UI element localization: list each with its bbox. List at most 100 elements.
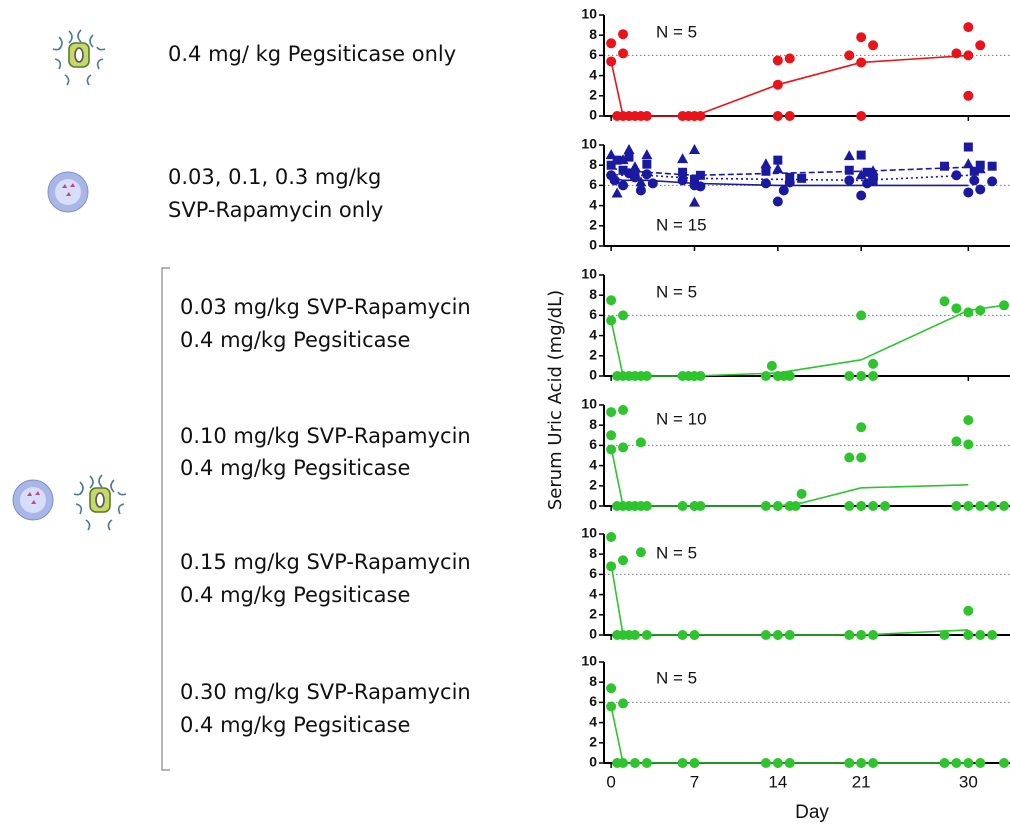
point xyxy=(987,501,998,511)
point xyxy=(618,698,629,709)
y-tick-label: 10 xyxy=(581,653,597,669)
point xyxy=(641,111,652,121)
y-tick-label: 4 xyxy=(589,66,597,82)
point xyxy=(844,50,855,61)
mean-line xyxy=(610,54,969,117)
x-tick-label: 0 xyxy=(606,772,615,791)
group-label: 0.30 mg/kg SVP-Rapamycin xyxy=(180,680,471,704)
mean-line xyxy=(610,706,969,764)
point xyxy=(784,758,795,768)
group-label: 0.10 mg/kg SVP-Rapamycin xyxy=(180,424,471,448)
y-tick-label: 0 xyxy=(589,497,597,513)
point xyxy=(760,630,771,640)
point xyxy=(641,149,653,160)
point xyxy=(790,501,801,511)
x-tick-label: 21 xyxy=(852,772,871,791)
point xyxy=(784,111,795,121)
point xyxy=(606,444,617,455)
point xyxy=(618,48,629,59)
point xyxy=(797,173,807,183)
point xyxy=(635,185,646,196)
point xyxy=(987,176,998,187)
point xyxy=(856,310,867,321)
point xyxy=(844,165,854,175)
y-tick-label: 6 xyxy=(589,176,597,192)
point xyxy=(844,758,855,768)
point xyxy=(641,630,652,640)
y-tick-label: 6 xyxy=(589,46,597,62)
point xyxy=(761,166,771,176)
pegsiticase-icon xyxy=(73,474,127,531)
y-tick-label: 8 xyxy=(589,545,597,561)
point xyxy=(772,630,783,640)
mean-line xyxy=(610,564,969,636)
point xyxy=(695,170,705,180)
x-tick-label: 30 xyxy=(959,772,978,791)
svp-icon xyxy=(12,479,54,521)
panel: 0 2 4 6 8 10 N = 5 xyxy=(581,525,1010,642)
point xyxy=(963,22,974,33)
point xyxy=(635,547,646,558)
point xyxy=(855,169,867,180)
y-tick-label: 6 xyxy=(589,306,597,322)
point xyxy=(606,561,617,572)
point xyxy=(999,758,1010,768)
y-tick-label: 4 xyxy=(589,196,597,212)
point xyxy=(677,501,688,511)
point xyxy=(974,163,986,174)
y-tick-label: 8 xyxy=(589,416,597,432)
y-tick-label: 6 xyxy=(589,693,597,709)
point xyxy=(843,150,855,161)
point xyxy=(856,371,867,381)
group-label: 0.4 mg/kg Pegsiticase xyxy=(180,456,410,480)
point xyxy=(695,371,706,381)
y-tick-label: 2 xyxy=(589,606,597,622)
y-tick-label: 4 xyxy=(589,585,597,601)
point xyxy=(605,149,617,160)
point xyxy=(772,196,783,207)
point xyxy=(963,501,974,511)
point xyxy=(868,176,878,186)
point xyxy=(856,111,867,121)
panel: 0 2 4 6 8 10 N = 5 xyxy=(581,266,1010,383)
y-tick-label: 8 xyxy=(589,286,597,302)
group-label: 0.4 mg/kg Pegsiticase xyxy=(180,713,410,737)
point xyxy=(868,630,879,640)
point xyxy=(773,155,783,165)
point xyxy=(975,758,986,768)
point xyxy=(606,315,617,326)
point xyxy=(963,758,974,768)
point xyxy=(618,29,629,40)
annotation: N = 5 xyxy=(656,283,697,302)
point xyxy=(963,439,974,450)
point xyxy=(784,53,795,64)
point xyxy=(772,79,783,90)
point xyxy=(760,178,771,189)
x-tick-label: 7 xyxy=(690,772,699,791)
annotation: N = 5 xyxy=(656,23,697,42)
point xyxy=(939,296,950,307)
y-tick-label: 10 xyxy=(581,396,597,412)
point xyxy=(987,161,997,171)
point xyxy=(844,630,855,640)
y-tick-label: 2 xyxy=(589,347,597,363)
point xyxy=(629,161,641,172)
group-label: 0.4 mg/kg Pegsiticase xyxy=(180,583,410,607)
point xyxy=(785,172,795,182)
point xyxy=(856,150,866,160)
panel: 0 2 4 6 8 10 N = 5 xyxy=(581,6,1010,123)
point xyxy=(939,758,950,768)
point xyxy=(642,159,652,169)
point xyxy=(796,488,807,499)
point xyxy=(606,38,617,49)
point xyxy=(963,630,974,640)
point xyxy=(951,436,962,447)
group-label: 0.03, 0.1, 0.3 mg/kg xyxy=(168,165,381,189)
y-tick-label: 6 xyxy=(589,565,597,581)
point xyxy=(695,181,706,192)
point xyxy=(641,371,652,381)
y-tick-label: 2 xyxy=(589,87,597,103)
point xyxy=(760,371,771,381)
y-tick-label: 6 xyxy=(589,436,597,452)
point xyxy=(618,758,629,768)
